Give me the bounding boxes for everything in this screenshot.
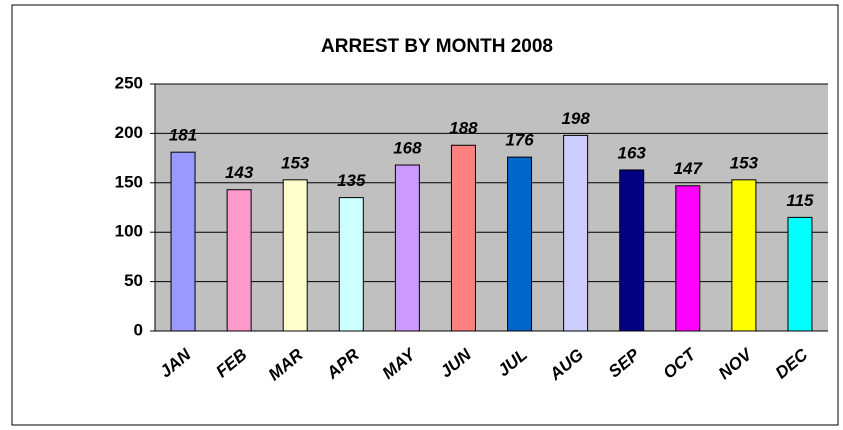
y-tick-label: 100	[115, 222, 143, 241]
bar	[619, 169, 645, 332]
bar	[226, 189, 252, 332]
bar	[282, 179, 308, 332]
y-tick-label: 250	[115, 73, 143, 92]
data-label: 163	[618, 143, 647, 162]
bar	[394, 164, 420, 332]
data-label: 153	[281, 153, 310, 172]
bar	[170, 151, 196, 332]
bar	[787, 216, 813, 332]
data-label: 143	[225, 163, 254, 182]
bar	[563, 134, 589, 332]
data-label: 147	[674, 159, 704, 178]
y-tick-label: 150	[115, 172, 143, 191]
data-label: 181	[169, 126, 197, 145]
data-label: 168	[393, 139, 422, 158]
bar	[338, 197, 364, 332]
plot-area	[155, 84, 828, 331]
data-label: 153	[730, 153, 759, 172]
data-label: 188	[449, 119, 478, 138]
data-label: 198	[561, 109, 590, 128]
bar	[450, 144, 476, 332]
data-label: 135	[337, 171, 366, 190]
chart-title: ARREST BY MONTH 2008	[321, 36, 553, 57]
y-tick-label: 50	[124, 271, 143, 290]
bar	[675, 185, 701, 332]
data-label: 115	[786, 191, 814, 210]
data-label: 176	[505, 131, 534, 150]
bar	[731, 179, 757, 332]
y-tick-label: 200	[115, 123, 143, 142]
y-tick-label: 0	[134, 320, 143, 339]
bar	[507, 156, 533, 332]
